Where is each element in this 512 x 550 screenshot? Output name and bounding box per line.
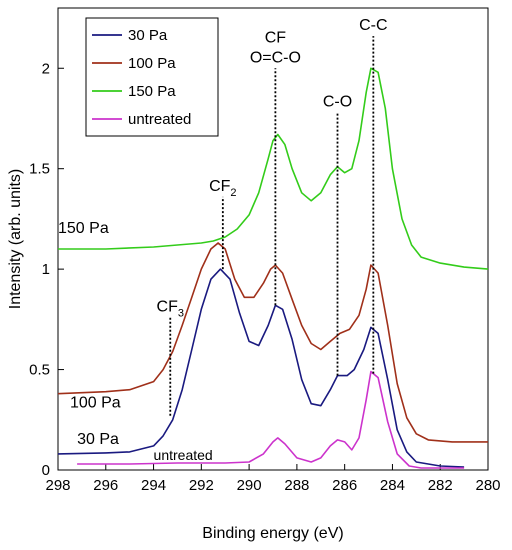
- legend-label-150-pa: 150 Pa: [128, 83, 176, 100]
- y-axis-ticks: 0 0.5 1 1.5 2: [29, 60, 64, 479]
- legend: 30 Pa 100 Pa 150 Pa untreated: [85, 17, 219, 137]
- series-line-30-pa: [57, 268, 465, 468]
- x-tick-label: 284: [380, 477, 405, 494]
- series-line-150-pa: [58, 67, 489, 270]
- series-line-untreated: [77, 370, 465, 469]
- y-tick-label: 0: [42, 462, 50, 479]
- y-axis-title: Intensity (arb. units): [7, 169, 24, 310]
- series-line-100-pa: [57, 242, 488, 443]
- curve-label-30-pa: 30 Pa: [77, 431, 119, 448]
- curve-label-untreated: untreated: [154, 447, 213, 463]
- series-layer: [57, 67, 489, 469]
- annotation-label-cf-o-c-o-line2: O=C-O: [250, 49, 301, 66]
- curve-label-100-pa: 100 Pa: [70, 395, 121, 412]
- x-tick-label: 294: [141, 477, 166, 494]
- curve-label-150-pa: 150 Pa: [58, 220, 109, 237]
- plot-frame: [57, 7, 489, 471]
- plot-area: [57, 7, 489, 471]
- y-tick-label: 1.5: [29, 161, 50, 178]
- annotation-layer: CF3 CF2 O=C-O CF C-O C-C: [157, 17, 388, 416]
- x-axis-title: Binding energy (eV): [202, 525, 343, 542]
- x-tick-label: 296: [93, 477, 118, 494]
- x-tick-label: 290: [237, 477, 262, 494]
- x-axis-ticks: 298 296 294 292 290 288 286 284 282 280: [45, 464, 501, 494]
- x-tick-label: 288: [284, 477, 309, 494]
- x-tick-label: 292: [189, 477, 214, 494]
- y-tick-label: 2: [42, 60, 50, 77]
- x-tick-label: 280: [475, 477, 500, 494]
- series-label-layer: 150 Pa 100 Pa 30 Pa untreated: [58, 220, 213, 463]
- legend-label-100-pa: 100 Pa: [128, 55, 176, 72]
- y-tick-label: 1: [42, 261, 50, 278]
- annotation-label-cf-o-c-o: CF: [265, 29, 287, 46]
- legend-label-30-pa: 30 Pa: [128, 27, 168, 44]
- annotation-label-cf3: CF3: [157, 298, 184, 319]
- annotation-label-c-c: C-C: [359, 17, 387, 34]
- y-tick-label: 0.5: [29, 362, 50, 379]
- legend-label-untreated: untreated: [128, 111, 191, 128]
- annotation-label-c-o: C-O: [323, 93, 352, 110]
- annotation-label-cf2: CF2: [209, 178, 236, 199]
- x-tick-label: 298: [45, 477, 70, 494]
- x-tick-label: 282: [428, 477, 453, 494]
- x-tick-label: 286: [332, 477, 357, 494]
- legend-box: [85, 17, 219, 137]
